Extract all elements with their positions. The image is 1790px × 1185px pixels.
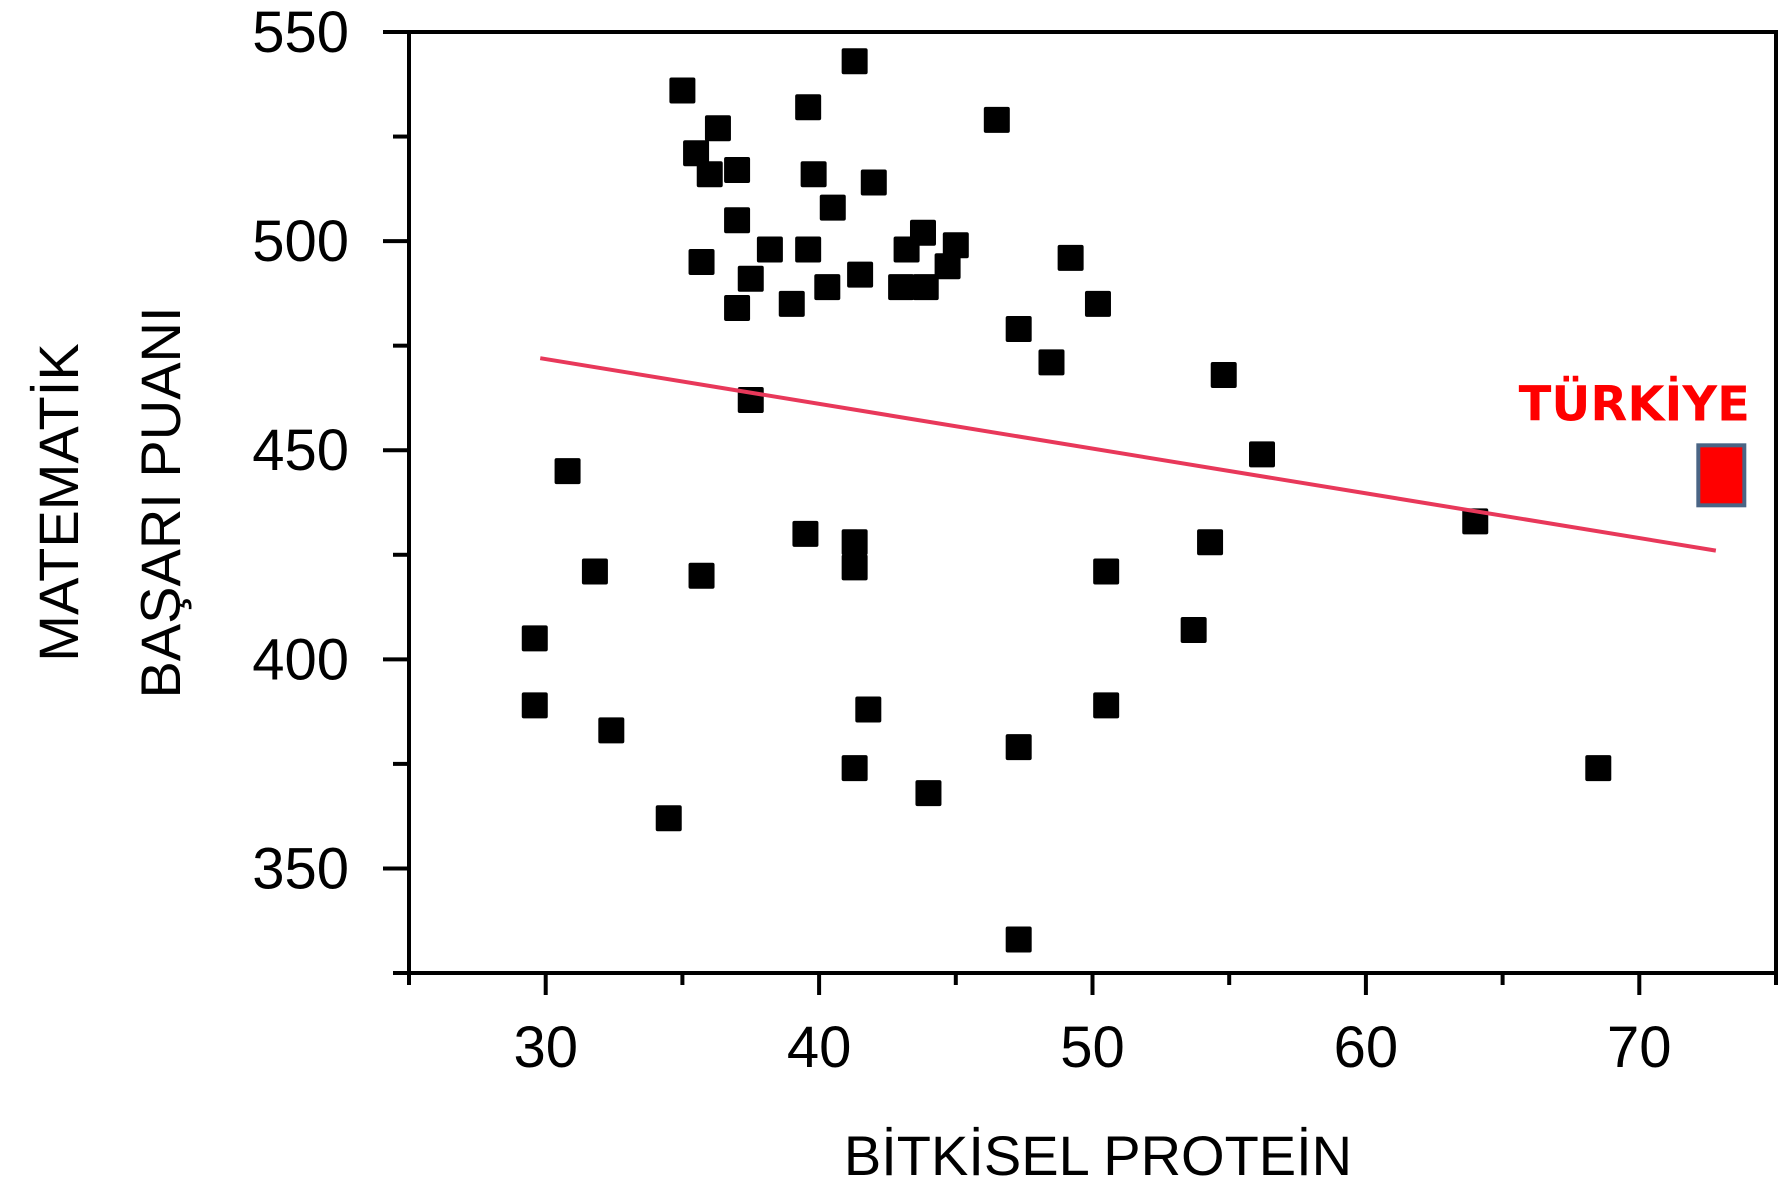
- data-point: [1038, 349, 1065, 376]
- y-axis-title: MATEMATİK BAŞARI PUANI: [27, 306, 192, 698]
- data-point: [1057, 244, 1084, 271]
- data-point: [888, 274, 915, 301]
- data-point: [942, 232, 969, 259]
- data-point: [1005, 315, 1032, 342]
- y-axis-title-line: BAŞARI PUANI: [129, 306, 192, 698]
- data-point: [983, 106, 1010, 133]
- data-point: [696, 161, 723, 188]
- data-point: [724, 157, 751, 184]
- plot-frame: [407, 30, 1778, 975]
- data-point: [847, 261, 874, 288]
- data-point: [934, 253, 961, 280]
- data-point: [655, 805, 682, 832]
- data-point: [792, 520, 819, 547]
- highlight-marker: [1696, 443, 1747, 508]
- y-tick-label: 450: [252, 418, 349, 483]
- data-point: [860, 169, 887, 196]
- data-point: [521, 692, 548, 719]
- data-point: [756, 236, 783, 263]
- data-point: [598, 717, 625, 744]
- data-point: [915, 780, 942, 807]
- data-point: [1249, 441, 1276, 468]
- data-point: [841, 48, 868, 75]
- data-point: [1210, 361, 1237, 388]
- y-axis-title-line: MATEMATİK: [27, 343, 90, 661]
- data-point: [912, 274, 939, 301]
- y-tick-label: 500: [252, 209, 349, 274]
- y-tick-label: 550: [252, 0, 349, 65]
- x-tick-label: 70: [1607, 1015, 1672, 1080]
- data-point: [1197, 529, 1224, 556]
- data-point: [1462, 508, 1489, 535]
- x-tick-label: 60: [1334, 1015, 1399, 1080]
- data-point: [841, 529, 868, 556]
- trend-line: [539, 356, 1717, 553]
- data-point: [688, 249, 715, 276]
- data-point: [778, 290, 805, 317]
- data-point: [704, 115, 731, 142]
- data-point: [909, 219, 936, 246]
- data-points: [521, 48, 1612, 953]
- data-point: [800, 161, 827, 188]
- data-point: [1585, 755, 1612, 782]
- data-point: [737, 265, 764, 292]
- data-point: [724, 207, 751, 234]
- data-point: [819, 194, 846, 221]
- data-point: [1005, 926, 1032, 953]
- data-point: [554, 458, 581, 485]
- data-point: [683, 140, 710, 167]
- data-point: [688, 562, 715, 589]
- data-point: [1180, 617, 1207, 644]
- data-point: [795, 94, 822, 121]
- x-tick-label: 40: [787, 1015, 852, 1080]
- axis-ticks: 30 40 50 60 70 350 400 450 500 550: [252, 0, 1778, 1080]
- x-tick-label: 30: [513, 1015, 578, 1080]
- x-axis-title: BİTKİSEL PROTEİN: [844, 1124, 1352, 1185]
- highlight-label: TÜRKİYE: [1519, 375, 1750, 432]
- data-point: [1005, 734, 1032, 761]
- data-point: [1084, 290, 1111, 317]
- data-point: [1093, 692, 1120, 719]
- data-point: [855, 696, 882, 723]
- data-point: [581, 558, 608, 585]
- data-point: [841, 554, 868, 581]
- data-point: [795, 236, 822, 263]
- data-point: [724, 295, 751, 322]
- y-tick-label: 400: [252, 627, 349, 692]
- x-tick-label: 50: [1060, 1015, 1125, 1080]
- data-point: [814, 274, 841, 301]
- data-point: [521, 625, 548, 652]
- data-point: [841, 755, 868, 782]
- y-tick-label: 350: [252, 836, 349, 901]
- data-point: [1093, 558, 1120, 585]
- data-point: [669, 77, 696, 104]
